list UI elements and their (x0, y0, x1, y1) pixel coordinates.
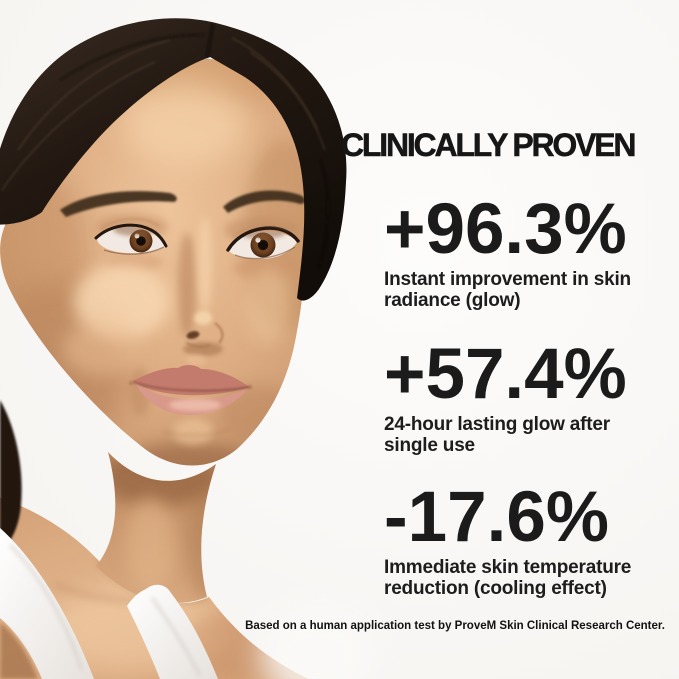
stat-caption-radiance: Instant improvement in skin radiance (gl… (384, 268, 631, 312)
headline: CLINICALLY PROVEN (341, 127, 637, 163)
hair (0, 18, 347, 301)
chin-crease (161, 427, 230, 437)
stat-lasting-glow: +57.4% 24-hour lasting glow after single… (384, 339, 664, 457)
hair-lock (0, 400, 22, 552)
footnote: Based on a human application test by Pro… (245, 620, 665, 632)
nose (185, 322, 224, 348)
eyebrows (60, 190, 306, 217)
stat-value-temperature: -17.6% (384, 478, 609, 557)
stat-radiance: +96.3% Instant improvement in skin radia… (384, 194, 664, 312)
lips (129, 365, 252, 416)
stat-temperature: -17.6% Immediate skin temperature reduct… (384, 482, 664, 600)
stat-caption-lasting-glow: 24-hour lasting glow after single use (384, 413, 610, 457)
stat-value-lasting-glow: +57.4% (384, 335, 627, 414)
stat-caption-temperature: Immediate skin temperature reduction (co… (384, 556, 632, 600)
hair-part (205, 23, 215, 59)
stat-value-radiance: +96.3% (384, 190, 627, 269)
halter-top (0, 528, 218, 679)
eyes (94, 217, 300, 260)
